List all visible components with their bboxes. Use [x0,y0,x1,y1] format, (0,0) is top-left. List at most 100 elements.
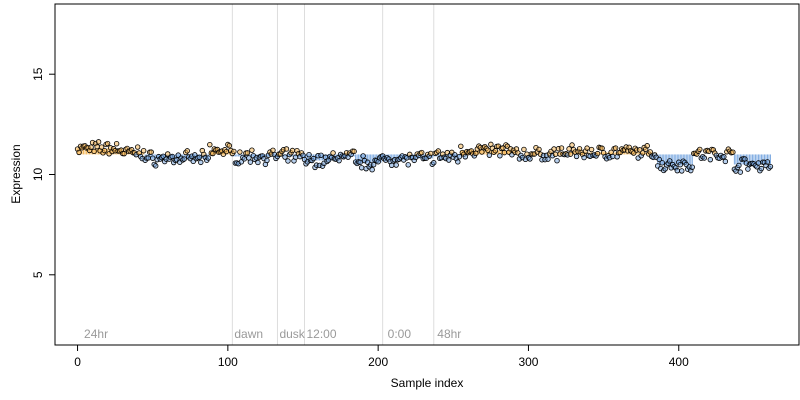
data-point [721,154,727,160]
data-point [697,146,703,153]
phase-label-4: 0:00 [388,327,412,341]
data-point [647,149,653,155]
data-point [737,169,744,175]
data-point [330,150,336,156]
data-points [74,139,774,175]
data-point [241,156,248,162]
data-point [767,163,774,170]
data-point [98,144,105,150]
y-axis: 5 10 15 [31,67,56,278]
data-point [405,162,411,168]
data-point [101,147,108,154]
data-point [689,164,695,170]
data-point [145,155,151,161]
data-point [88,144,94,150]
data-point [369,166,375,173]
data-point [428,150,434,157]
data-point [609,153,616,160]
data-point [283,146,290,152]
data-point [165,151,171,157]
data-point [567,151,574,157]
data-point [473,150,479,157]
data-point [545,156,551,162]
data-point [659,160,665,166]
x-axis-label: Sample index [391,376,464,390]
data-point [223,148,230,155]
data-point [458,143,464,149]
data-point [94,143,100,150]
data-point [237,149,243,155]
data-point [552,151,559,157]
data-point [360,153,366,159]
data-point [707,156,714,163]
data-point [599,145,605,151]
x-tick-label: 0 [74,355,81,369]
y-tick-label: 15 [31,67,45,81]
data-point [679,168,685,174]
x-tick-label: 200 [368,355,388,369]
data-point [558,145,565,151]
data-point [581,154,587,161]
data-point [318,152,324,158]
data-point [594,150,601,157]
data-point [140,148,147,154]
plot-area [55,4,799,345]
data-point [336,157,342,164]
data-point [730,149,736,155]
data-point [521,146,527,153]
data-point [455,159,461,165]
data-point [95,139,102,145]
data-point [497,153,503,159]
data-point [91,148,97,155]
data-point [264,157,270,164]
data-point [435,148,441,154]
data-point [419,149,425,156]
y-axis-label: Expression [9,144,23,203]
phase-label-2: 12:00 [307,327,337,341]
data-point [148,149,154,155]
x-tick-label: 400 [669,355,689,369]
data-point [446,157,452,163]
data-point [745,166,751,172]
data-point [205,155,212,161]
data-point [207,141,213,148]
data-point [153,163,159,169]
data-point [486,152,493,158]
data-point [184,148,190,154]
data-point [255,159,261,166]
data-point [674,167,680,174]
data-point [639,150,646,156]
data-point [584,145,590,151]
x-axis: 0 100 200 300 400 [74,344,689,369]
data-point [701,155,708,161]
data-point [677,161,683,168]
data-point [244,150,251,156]
y-tick-label: 5 [31,271,45,278]
data-point [196,154,202,160]
data-point [113,140,120,147]
data-point [431,160,437,166]
data-point [554,157,560,164]
data-point [285,158,291,164]
data-point [644,143,650,149]
phase-label-1: dusk [279,327,305,341]
data-point [612,145,619,151]
phase-label-0: dawn [234,327,263,341]
data-point [569,142,575,148]
data-point [573,153,580,160]
data-point [181,156,187,162]
data-point [755,160,762,166]
phase-lines [231,4,435,345]
data-point [667,158,673,164]
data-point [310,155,317,162]
data-point [282,154,288,160]
data-point [393,162,399,168]
data-point [289,147,296,154]
data-point [226,142,233,149]
data-point [462,154,469,160]
phase-label-5: 48hr [437,327,461,341]
data-point [758,165,765,172]
phase-label-3: 24hr [84,327,108,341]
data-point [198,159,204,166]
